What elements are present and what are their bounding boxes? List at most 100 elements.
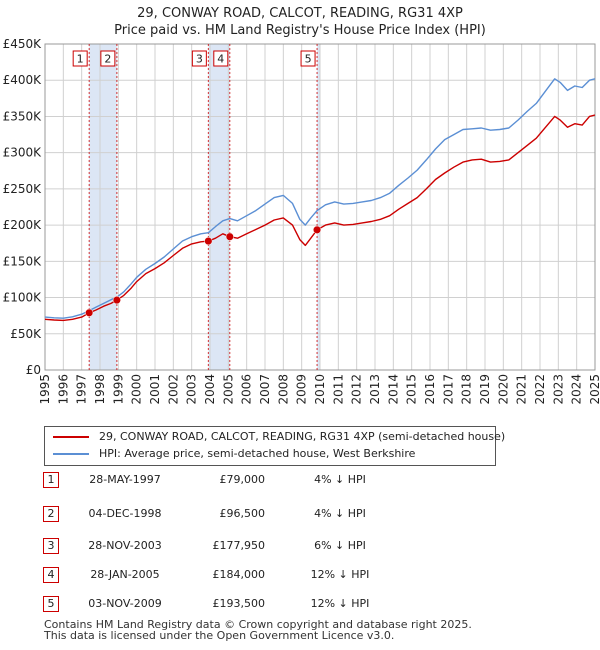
footer-line-2: This data is licensed under the Open Gov… (44, 629, 395, 642)
x-tick-label: 2009 (295, 374, 309, 405)
x-tick-label: 2013 (368, 374, 382, 405)
sale-number-badge: 2 (43, 506, 59, 522)
sale-number-box (72, 50, 88, 67)
shaded-range (317, 44, 320, 370)
sale-date: 28-JAN-2005 (90, 568, 160, 581)
sale-number-box (300, 50, 316, 67)
sale-price: £177,950 (212, 539, 266, 552)
table-row: 1 28-MAY-1997 £79,000 4% ↓ HPI (43, 472, 383, 490)
x-tick-label: 2025 (588, 374, 600, 405)
x-tick-label: 2007 (258, 374, 272, 405)
sale-number-label: 5 (305, 53, 312, 66)
y-tick-label: £250K (3, 182, 43, 196)
y-tick-label: £400K (3, 73, 43, 87)
legend-swatch-property (53, 435, 89, 438)
sale-hpi-diff: 12% ↓ HPI (310, 568, 370, 581)
sale-date: 03-NOV-2009 (88, 597, 162, 610)
x-tick-label: 1997 (75, 374, 89, 405)
x-tick-label: 2004 (203, 374, 217, 405)
sale-price: £193,500 (212, 597, 266, 610)
x-tick-label: 2012 (350, 374, 364, 405)
sale-number-label: 3 (196, 53, 203, 66)
hpi-series-line (44, 78, 596, 319)
sale-date: 04-DEC-1998 (88, 507, 162, 520)
x-tick-label: 1995 (38, 374, 52, 405)
sale-date: 28-NOV-2003 (88, 539, 162, 552)
legend-label-property: 29, CONWAY ROAD, CALCOT, READING, RG31 4… (99, 430, 506, 443)
sale-number-badge: 5 (43, 596, 59, 612)
sale-number-badge: 4 (43, 567, 59, 583)
x-tick-label: 2016 (423, 374, 437, 405)
sale-number-label: 2 (104, 53, 111, 66)
sale-number-box (100, 50, 116, 67)
sale-hpi-diff: 4% ↓ HPI (314, 473, 366, 486)
sale-price: £184,000 (212, 568, 266, 581)
y-tick-label: £350K (3, 109, 43, 123)
shaded-range (208, 44, 230, 370)
price-chart: 29, CONWAY ROAD, CALCOT, READING, RG31 4… (3, 6, 600, 405)
shaded-range (89, 44, 117, 370)
x-tick-label: 2003 (185, 374, 199, 405)
x-tick-label: 2024 (570, 374, 584, 405)
sale-number-badge: 1 (43, 472, 59, 488)
footer-attribution: Contains HM Land Registry data © Crown c… (44, 619, 472, 641)
sale-hpi-diff: 4% ↓ HPI (314, 507, 366, 520)
sale-point (225, 232, 234, 241)
x-tick-label: 1999 (111, 374, 125, 405)
plot-border (44, 43, 596, 371)
x-tick-label: 2020 (496, 374, 510, 405)
table-row: 4 28-JAN-2005 £184,000 12% ↓ HPI (43, 567, 383, 585)
footer-line-1: Contains HM Land Registry data © Crown c… (44, 618, 472, 631)
x-tick-label: 2010 (313, 374, 327, 405)
x-tick-label: 2000 (130, 374, 144, 405)
property-series-line (44, 114, 596, 322)
legend-label-hpi: HPI: Average price, semi-detached house,… (99, 447, 416, 460)
sale-price: £96,500 (219, 507, 266, 520)
chart-subtitle: Price paid vs. HM Land Registry's House … (114, 23, 486, 38)
x-tick-label: 2018 (460, 374, 474, 405)
sale-number-label: 4 (217, 53, 224, 66)
sale-hpi-diff: 6% ↓ HPI (314, 539, 366, 552)
sale-point (112, 296, 121, 305)
x-tick-label: 2023 (551, 374, 565, 405)
x-tick-label: 2002 (166, 374, 180, 405)
x-tick-label: 2017 (441, 374, 455, 405)
sale-point (85, 308, 94, 317)
legend-swatch-hpi (53, 452, 89, 455)
sale-point (313, 225, 322, 234)
x-tick-label: 2001 (148, 374, 162, 405)
y-tick-label: £200K (3, 218, 43, 232)
x-tick-label: 1996 (56, 374, 70, 405)
x-tick-label: 2006 (240, 374, 254, 405)
y-tick-label: £100K (3, 291, 43, 305)
sale-point (204, 237, 213, 246)
x-tick-label: 2019 (478, 374, 492, 405)
x-tick-label: 2005 (221, 374, 235, 405)
y-tick-label: £300K (3, 146, 43, 160)
chart-title: 29, CONWAY ROAD, CALCOT, READING, RG31 4… (137, 6, 463, 21)
sale-hpi-diff: 12% ↓ HPI (310, 597, 370, 610)
legend-item-hpi: HPI: Average price, semi-detached house,… (53, 447, 415, 460)
sale-number-badge: 3 (43, 538, 59, 554)
x-tick-label: 2011 (331, 374, 345, 405)
x-tick-label: 2008 (276, 374, 290, 405)
sale-price: £79,000 (219, 473, 266, 486)
x-tick-label: 2021 (515, 374, 529, 405)
sale-date: 28-MAY-1997 (89, 473, 161, 486)
sale-number-label: 1 (77, 53, 84, 66)
legend-item-property: 29, CONWAY ROAD, CALCOT, READING, RG31 4… (53, 430, 505, 443)
y-tick-label: £50K (10, 327, 42, 341)
x-tick-label: 2015 (405, 374, 419, 405)
table-row: 3 28-NOV-2003 £177,950 6% ↓ HPI (43, 538, 383, 556)
y-tick-label: £150K (3, 254, 43, 268)
x-tick-label: 2022 (533, 374, 547, 405)
table-row: 5 03-NOV-2009 £193,500 12% ↓ HPI (43, 596, 383, 614)
sale-number-box (213, 50, 229, 67)
y-tick-label: £0 (26, 363, 41, 377)
x-tick-label: 1998 (93, 374, 107, 405)
table-row: 2 04-DEC-1998 £96,500 4% ↓ HPI (43, 506, 383, 524)
chart-legend: 29, CONWAY ROAD, CALCOT, READING, RG31 4… (44, 426, 505, 466)
y-tick-label: £450K (3, 37, 43, 51)
x-tick-label: 2014 (386, 374, 400, 405)
sale-number-box (191, 50, 207, 67)
